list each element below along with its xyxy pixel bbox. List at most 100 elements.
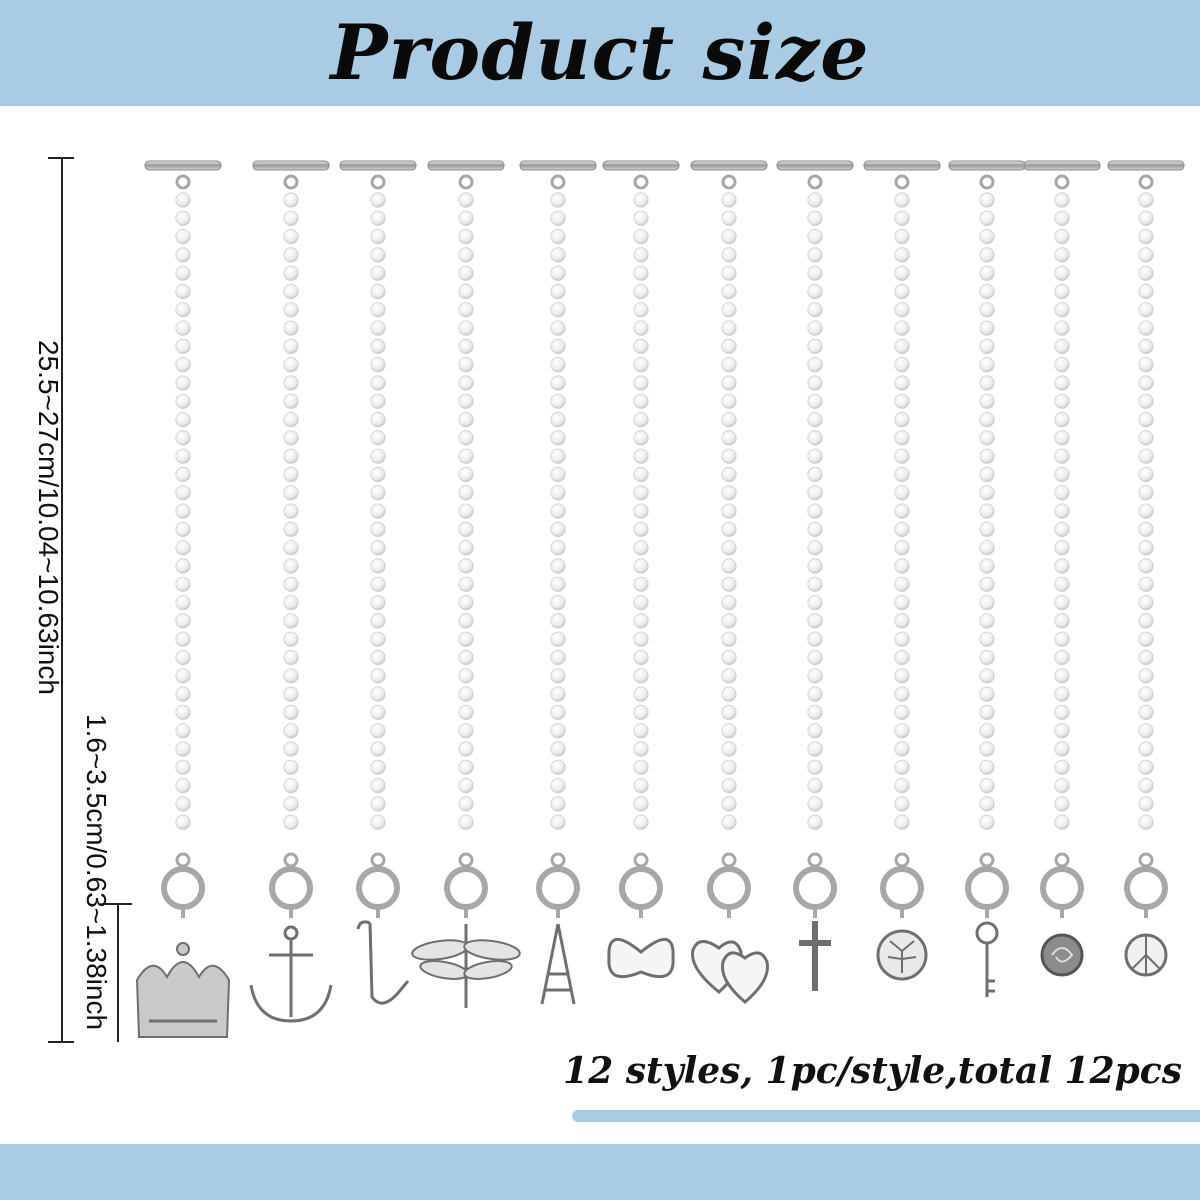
pearl-bead xyxy=(283,649,299,666)
pearl-bead xyxy=(633,613,649,629)
pearl-bead xyxy=(1138,759,1154,775)
pearl-bead xyxy=(894,411,910,428)
pearl-bead xyxy=(721,594,737,611)
pearl-bead xyxy=(283,210,299,226)
pearl-bead xyxy=(1138,192,1154,208)
key-pendant-icon xyxy=(975,921,999,997)
pearl-bead xyxy=(1138,485,1154,501)
pearl-bead xyxy=(458,283,474,300)
pearl-bead xyxy=(979,375,995,391)
pearl-bead xyxy=(894,448,910,464)
pearl-bead xyxy=(807,375,823,391)
pearl-bead xyxy=(979,668,995,684)
pearl-bead xyxy=(283,814,299,830)
pearl-bead xyxy=(370,759,386,775)
pearl-bead xyxy=(1138,796,1154,812)
pearl-bead xyxy=(721,759,737,775)
pearl-bead xyxy=(633,302,649,318)
pearl-bead xyxy=(721,503,737,519)
pearl-bead xyxy=(370,521,386,538)
pearl-bead xyxy=(633,247,649,263)
pearl-bead xyxy=(458,814,474,830)
pearl-bead xyxy=(458,448,474,464)
pearl-bead xyxy=(370,594,386,611)
jump-ring xyxy=(979,852,995,868)
pearl-bead xyxy=(894,796,910,812)
pearl-bead xyxy=(370,265,386,281)
pearl-bead xyxy=(458,777,474,794)
strand-peace-sign xyxy=(1107,160,1185,977)
pearl-bead xyxy=(807,192,823,208)
pearl-bead xyxy=(550,283,566,300)
pearl-bead xyxy=(370,375,386,391)
pearl-bead xyxy=(1054,558,1070,574)
pearl-bead xyxy=(175,247,191,263)
pearl-bead xyxy=(458,704,474,721)
pearl-bead xyxy=(458,411,474,428)
pearl-bead xyxy=(894,814,910,830)
pearl-bead xyxy=(370,649,386,666)
jump-ring xyxy=(1138,852,1154,868)
pearl-bead xyxy=(370,210,386,226)
pearl-bead xyxy=(458,357,474,373)
pearl-bead xyxy=(894,723,910,739)
pearl-bead xyxy=(721,302,737,318)
jump-ring xyxy=(175,852,191,868)
pearl-bead xyxy=(1138,302,1154,318)
pearl-bead xyxy=(633,338,649,354)
toggle-ring xyxy=(793,866,837,910)
pearl-bead xyxy=(894,466,910,483)
pearl-bead xyxy=(550,320,566,336)
pearl-bead xyxy=(458,668,474,684)
pearl-bead xyxy=(1138,540,1154,556)
jump-ring xyxy=(979,174,995,190)
pearl-bead xyxy=(1138,558,1154,574)
pearl-bead xyxy=(721,686,737,702)
pearl-bead xyxy=(1054,247,1070,263)
pearl-bead xyxy=(894,558,910,574)
strand-butterfly xyxy=(602,160,680,979)
pearl-bead xyxy=(633,594,649,611)
pearl-bead xyxy=(550,540,566,556)
pearl-bead xyxy=(175,229,191,245)
pearl-bead xyxy=(807,521,823,538)
pearl-bead xyxy=(1054,411,1070,428)
pearl-bead xyxy=(175,777,191,794)
pearl-bead xyxy=(721,777,737,794)
pearl-bead xyxy=(979,229,995,245)
toggle-ring xyxy=(269,866,313,910)
pearl-bead xyxy=(175,631,191,647)
pearl-bead xyxy=(633,430,649,446)
pearl-bead xyxy=(550,430,566,446)
pearl-bead xyxy=(550,485,566,501)
pearl-bead xyxy=(1138,357,1154,373)
pearl-bead xyxy=(1054,777,1070,794)
strand-anchor xyxy=(249,160,333,1023)
strand-eiffel-tower xyxy=(519,160,597,1005)
pearl-bead xyxy=(1054,686,1070,702)
pearl-bead xyxy=(1054,338,1070,354)
pearl-bead xyxy=(550,247,566,263)
strand-rose xyxy=(1023,160,1101,977)
pearl-bead xyxy=(370,302,386,318)
pearl-bead xyxy=(721,814,737,830)
pearl-bead xyxy=(979,576,995,592)
pearl-bead xyxy=(1138,283,1154,300)
pearl-bead xyxy=(633,411,649,428)
pearl-bead xyxy=(1054,540,1070,556)
pearl-bead xyxy=(458,265,474,281)
pearl-bead xyxy=(370,631,386,647)
pearl-bead xyxy=(721,192,737,208)
pearl-bead xyxy=(894,540,910,556)
toggle-ring xyxy=(1040,866,1084,910)
pearl-bead xyxy=(175,485,191,501)
pearl-bead xyxy=(550,704,566,721)
tree-of-life-pendant-icon xyxy=(876,929,928,981)
pearl-bead xyxy=(894,777,910,794)
pearl-bead xyxy=(175,558,191,574)
pearl-bead xyxy=(370,613,386,629)
pearl-bead xyxy=(283,759,299,775)
jump-ring xyxy=(807,852,823,868)
pearl-bead xyxy=(894,302,910,318)
pearl-bead xyxy=(807,338,823,354)
